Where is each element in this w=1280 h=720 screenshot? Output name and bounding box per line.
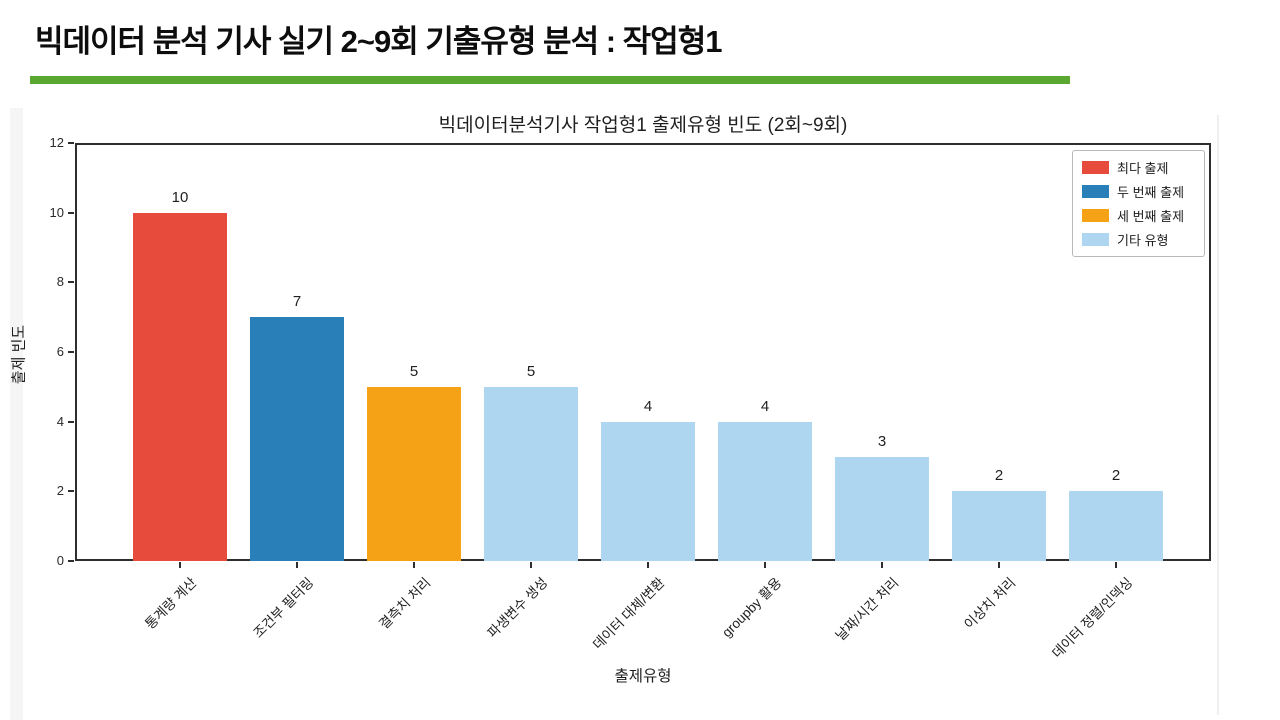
x-tick-mark [764, 562, 766, 568]
bar-2 [250, 317, 344, 561]
bar-value-label: 5 [409, 362, 419, 380]
legend-swatch-icon [1082, 185, 1109, 198]
y-tick-label: 2 [56, 483, 64, 499]
bar-value-label: 5 [526, 362, 536, 380]
legend-swatch-icon [1082, 209, 1109, 222]
bar-value-label: 2 [1111, 467, 1121, 485]
bar-1 [133, 212, 227, 561]
x-tick-mark [1115, 562, 1117, 568]
legend-row: 세 번째 출제 [1082, 206, 1195, 225]
bar-value-label: 7 [292, 293, 302, 311]
y-tick-mark [68, 420, 74, 423]
bar-value-label: 10 [171, 188, 189, 206]
legend-row: 기타 유형 [1082, 230, 1195, 249]
legend-label: 최다 출제 [1117, 161, 1169, 176]
bar-value-label: 4 [760, 397, 770, 415]
bar-8 [952, 491, 1046, 561]
x-tick-mark [530, 562, 532, 568]
legend-row: 최다 출제 [1082, 158, 1195, 177]
y-tick-label: 8 [56, 274, 64, 290]
x-tick-mark [413, 562, 415, 568]
x-tick-mark [296, 562, 298, 568]
x-tick-mark [881, 562, 883, 568]
page-left-margin-strip [10, 108, 23, 720]
y-tick-label: 10 [49, 204, 64, 220]
heading-accent-rule [30, 76, 1070, 84]
figure-right-edge [1217, 115, 1219, 715]
x-axis-label: 출제유형 [614, 668, 672, 685]
legend-swatch-icon [1082, 161, 1109, 174]
y-tick-mark [68, 281, 74, 284]
bar-value-label: 2 [994, 467, 1004, 485]
y-axis-label: 출제 빈도 [10, 324, 28, 385]
y-tick-label: 6 [56, 344, 64, 359]
page-title: 빅데이터 분석 기사 실기 2~9회 기출유형 분석 : 작업형1 [35, 24, 722, 59]
x-tick-mark [998, 562, 1000, 568]
bar-5 [601, 421, 695, 561]
bar-6 [718, 421, 812, 561]
x-tick-mark [179, 562, 181, 568]
bar-3 [367, 386, 461, 561]
y-tick-mark [68, 211, 74, 214]
y-tick-label: 12 [49, 135, 64, 150]
legend-label: 세 번째 출제 [1117, 209, 1185, 224]
y-tick-mark [68, 560, 74, 562]
bar-9 [1069, 491, 1163, 561]
bar-4 [484, 386, 578, 561]
legend-label: 두 번째 출제 [1117, 185, 1185, 200]
y-tick-mark [68, 490, 74, 493]
y-tick-mark [68, 142, 74, 144]
y-tick-mark [68, 351, 74, 353]
bar-value-label: 3 [877, 432, 887, 450]
bar-value-label: 4 [643, 397, 653, 415]
legend-swatch-icon [1082, 233, 1109, 246]
x-tick-mark [647, 562, 649, 568]
bar-7 [835, 456, 929, 561]
y-tick-label: 0 [56, 553, 64, 568]
y-tick-label: 4 [56, 413, 64, 429]
x-category-label: 통계량 계산 [142, 574, 200, 633]
legend-label: 기타 유형 [1117, 233, 1169, 248]
legend-row: 두 번째 출제 [1082, 182, 1195, 201]
chart-title: 빅데이터분석기사 작업형1 출제유형 빈도 (2회~9회) [438, 115, 848, 136]
